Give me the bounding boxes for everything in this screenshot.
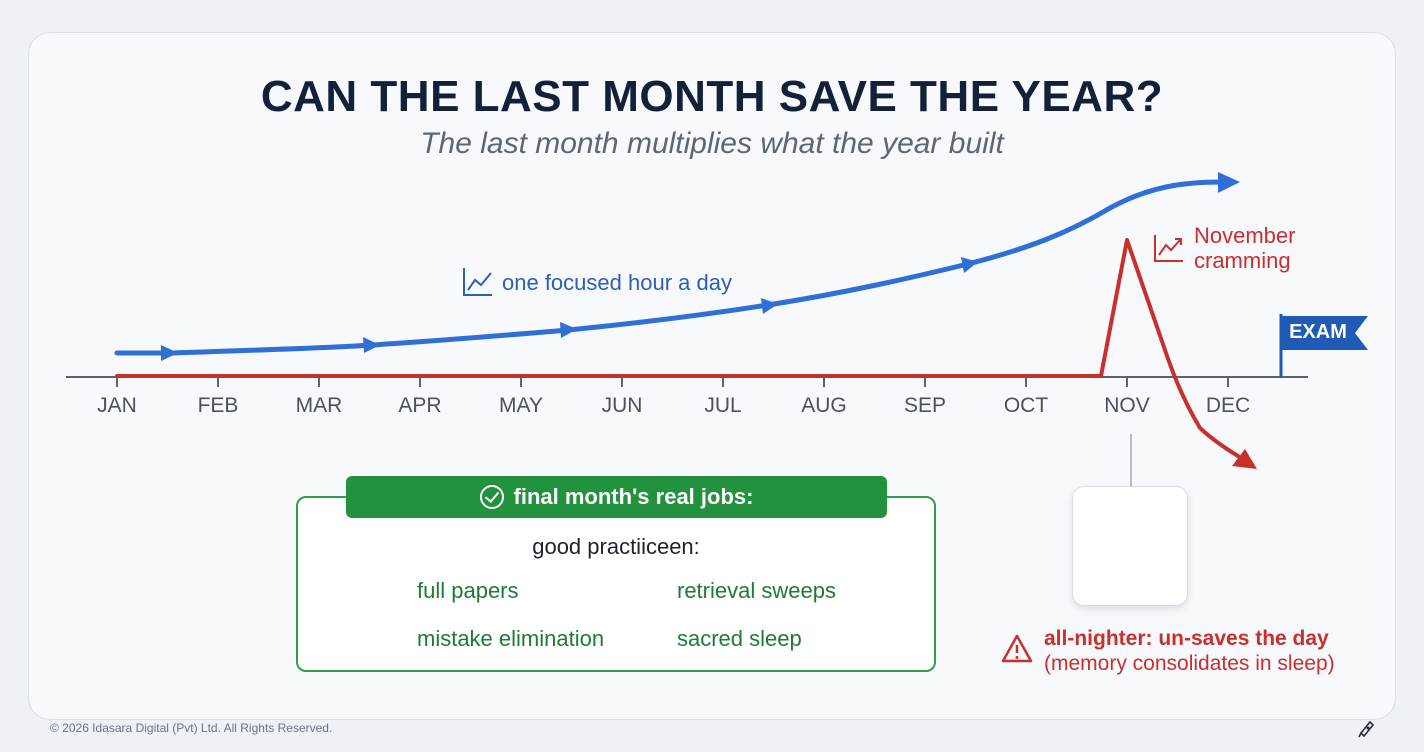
job-item-retrieval-sweeps: retrieval sweeps (677, 578, 836, 603)
month-ticks (116, 377, 1229, 387)
pen-icon (1358, 720, 1375, 738)
cramming-curve (115, 238, 1240, 458)
month-label-dec: DEC (1205, 394, 1251, 417)
jobs-panel (296, 496, 936, 672)
jobs-header: final month's real jobs: (346, 476, 887, 518)
spike-chart-icon (1154, 235, 1183, 262)
cramming-label-line2: cramming (1194, 248, 1291, 273)
warning-triangle-icon (1001, 634, 1033, 663)
page-subtitle: The last month multiplies what the year … (420, 127, 1004, 160)
job-item-mistake-elimination: mistake elimination (417, 626, 605, 651)
month-label-mar: MAR (295, 394, 343, 417)
consistent-curve (114, 179, 1225, 356)
consistent-arrowheads (161, 172, 1240, 361)
month-label-may: MAY (499, 394, 543, 417)
page-title: CAN THE LAST MONTH SAVE THE YEAR? (260, 72, 1164, 121)
month-label-jan: JAN (97, 394, 137, 417)
exam-flag (1282, 316, 1368, 350)
copyright-footer: © 2026 Idasara Digital (Pvt) Ltd. All Ri… (50, 721, 333, 735)
warning-headline: all-nighter: un-saves the day (1044, 627, 1329, 650)
month-label-nov: NOV (1104, 394, 1150, 417)
exam-flag-label: EXAM (1289, 321, 1347, 343)
month-label-aug: AUG (801, 394, 847, 417)
sleep-card (1072, 486, 1188, 606)
check-circle-icon (479, 485, 504, 509)
job-item-sacred-sleep: sacred sleep (677, 626, 802, 651)
warning-detail: (memory consolidates in sleep) (1044, 652, 1335, 675)
cramming-path-label: November cramming (1194, 223, 1295, 273)
month-label-oct: OCT (1003, 394, 1049, 417)
jobs-subheader: good practiiceen: (532, 534, 700, 559)
month-label-feb: FEB (197, 394, 239, 417)
month-label-apr: APR (398, 394, 442, 417)
jobs-header-text: final month's real jobs: (513, 484, 754, 509)
all-nighter-warning: all-nighter: un-saves the day (memory co… (1044, 626, 1335, 676)
cramming-label-line1: November (1194, 223, 1296, 248)
month-label-jun: JUN (601, 394, 643, 417)
month-label-sep: SEP (903, 394, 947, 417)
month-label-jul: JUL (704, 394, 742, 417)
consistent-path-label: one focused hour a day (502, 270, 732, 295)
line-chart-icon (463, 268, 492, 296)
job-item-full-papers: full papers (417, 578, 519, 603)
cramming-arrowhead (1232, 449, 1257, 469)
